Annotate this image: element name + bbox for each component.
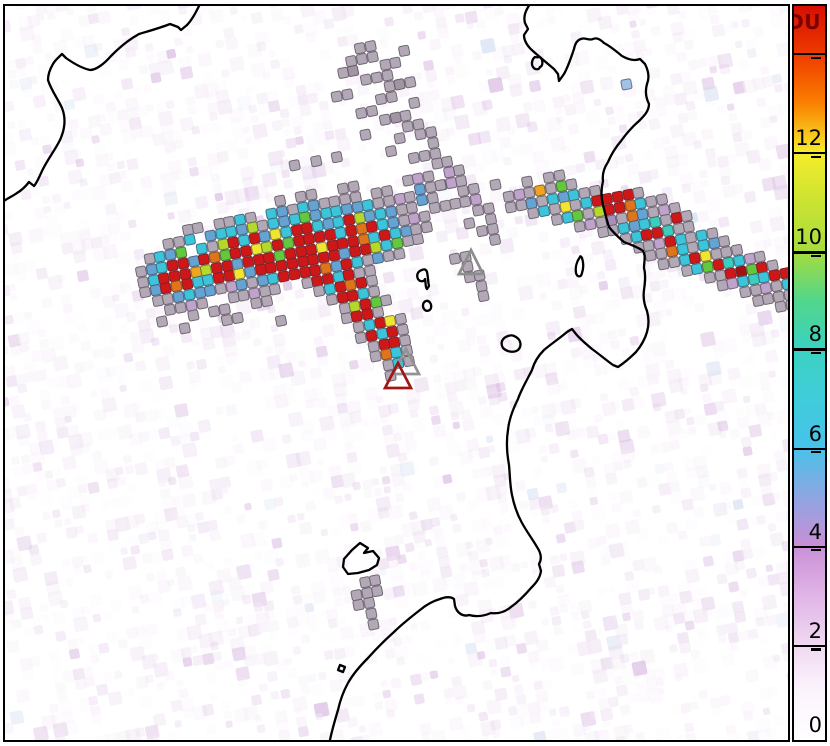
colorbar-tick-label: 2: [808, 618, 822, 643]
map-canvas: [3, 4, 790, 742]
noise-speckle: [484, 740, 498, 742]
colorbar-boundary-line: [794, 644, 825, 648]
colorbar-boundary-line: [794, 251, 825, 254]
colorbar-tick-mark: [811, 648, 822, 651]
colorbar-tick-label: 12: [795, 126, 822, 151]
colorbar-boundary-line: [794, 447, 825, 450]
noise-speckle: [117, 740, 130, 742]
noise-speckle: [789, 580, 790, 589]
coastline-sardinia: [5, 6, 201, 202]
noise-speckle: [637, 741, 651, 742]
colorbar-boundary-line: [794, 53, 825, 56]
island-small-o: [421, 299, 433, 312]
noise-speckle: [3, 92, 4, 105]
colorbar-tick-mark: [811, 549, 822, 552]
island-nine-shape: [416, 268, 431, 291]
noise-speckle: [321, 741, 335, 742]
colorbar-boundary-line: [794, 348, 825, 351]
volcano-marker-gray-south: [390, 346, 422, 376]
noise-speckle: [613, 4, 626, 5]
colorbar-gradient: [794, 6, 825, 740]
noise-speckle: [3, 184, 4, 199]
noise-speckle: [788, 630, 790, 642]
noise-speckle: [433, 740, 445, 742]
colorbar-tick-mark: [811, 155, 822, 158]
coast-dot: [336, 663, 347, 674]
noise-speckle: [789, 426, 790, 440]
colorbar-tick-label: 6: [808, 421, 822, 446]
colorbar-tick-mark: [811, 56, 822, 59]
volcano-marker-red: [382, 360, 414, 390]
plume-cell: [789, 265, 790, 278]
colorbar-unit-label: DU: [794, 10, 821, 34]
colorbar-tick-label: 4: [808, 519, 822, 544]
colorbar-tick-mark: [811, 254, 822, 258]
colorbar-tick-mark: [811, 351, 822, 355]
colorbar-tick-label: 10: [795, 225, 822, 250]
colorbar-tick-label: 0: [808, 713, 822, 737]
noise-speckle: [66, 740, 77, 742]
island-elongated: [574, 255, 585, 278]
island-heart: [530, 55, 544, 71]
noise-speckle: [789, 110, 790, 126]
coastline-overlay: [5, 6, 651, 740]
island-round: [500, 334, 522, 353]
colorbar-tick-label: 8: [808, 322, 822, 347]
coastline-calabria-sicily: [328, 6, 651, 740]
colorbar-tick-mark: [811, 451, 822, 454]
noise-speckle: [586, 741, 600, 742]
colorbar-boundary-line: [794, 152, 825, 155]
colorbar-boundary-line: [794, 545, 825, 548]
island-ustica: [341, 541, 381, 576]
colorbar: DU 12 10 8 6 4 2 0: [792, 4, 827, 742]
volcano-marker-gray-northeast: [456, 246, 486, 276]
noise-speckle: [168, 741, 180, 742]
